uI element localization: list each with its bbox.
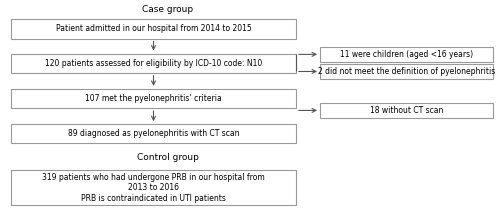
FancyBboxPatch shape <box>11 19 296 39</box>
Text: 107 met the pyelonephritis’ criteria: 107 met the pyelonephritis’ criteria <box>85 94 222 103</box>
FancyBboxPatch shape <box>11 170 296 205</box>
Text: 89 diagnosed as pyelonephritis with CT scan: 89 diagnosed as pyelonephritis with CT s… <box>68 129 240 138</box>
Text: 18 without CT scan: 18 without CT scan <box>370 106 443 115</box>
FancyBboxPatch shape <box>320 103 492 118</box>
Text: 11 were children (aged <16 years): 11 were children (aged <16 years) <box>340 50 473 59</box>
Text: Patient admitted in our hospital from 2014 to 2015: Patient admitted in our hospital from 20… <box>56 24 252 33</box>
FancyBboxPatch shape <box>11 124 296 143</box>
Text: 120 patients assessed for eligibility by ICD-10 code: N10: 120 patients assessed for eligibility by… <box>45 59 262 68</box>
Text: Control group: Control group <box>136 153 198 162</box>
Text: Case group: Case group <box>142 5 193 14</box>
FancyBboxPatch shape <box>11 89 296 108</box>
Text: 319 patients who had undergone PRB in our hospital from
2013 to 2016
PRB is cont: 319 patients who had undergone PRB in ou… <box>42 173 265 203</box>
Text: 2 did not meet the definition of pyelonephritis: 2 did not meet the definition of pyelone… <box>318 67 495 76</box>
FancyBboxPatch shape <box>320 47 492 62</box>
FancyBboxPatch shape <box>320 64 492 79</box>
FancyBboxPatch shape <box>11 54 296 73</box>
